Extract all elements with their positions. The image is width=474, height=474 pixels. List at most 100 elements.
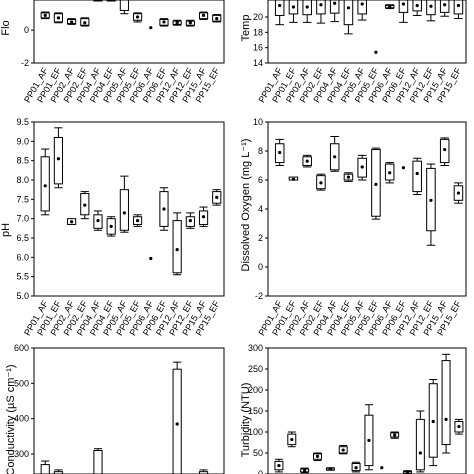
y-tick-label: 7.5 xyxy=(16,194,29,204)
mean-point xyxy=(175,21,179,25)
mean-point xyxy=(388,171,392,175)
mean-point xyxy=(303,469,307,473)
mean-point xyxy=(401,166,406,170)
y-tick-label: 6.5 xyxy=(16,233,29,243)
y-tick-label: 4 xyxy=(258,204,263,214)
mean-point xyxy=(415,3,419,8)
y-tick-label: 150 xyxy=(248,406,263,416)
box xyxy=(106,0,116,2)
mean-point xyxy=(418,451,422,455)
box xyxy=(53,136,63,185)
y-tick-label: 16 xyxy=(253,43,263,53)
mean-point xyxy=(429,198,433,202)
y-tick-label: 500 xyxy=(14,378,29,388)
box xyxy=(119,189,129,231)
mean-point xyxy=(56,16,61,20)
y-tick-label: 8.0 xyxy=(16,175,29,185)
plot-frame xyxy=(33,121,225,297)
mean-point xyxy=(278,150,282,155)
mean-point xyxy=(70,220,74,224)
mean-point xyxy=(341,448,345,452)
mean-point xyxy=(135,219,140,223)
y-tick-label: 9.5 xyxy=(16,117,29,127)
mean-point xyxy=(291,5,296,9)
mean-point xyxy=(56,157,61,161)
y-tick-label: 5.5 xyxy=(16,272,29,282)
mean-point xyxy=(162,20,166,24)
mean-point xyxy=(290,437,294,442)
mean-point xyxy=(457,424,461,429)
y-tick-label: 18 xyxy=(253,27,263,37)
mean-point xyxy=(354,466,358,470)
box xyxy=(274,0,285,16)
y-tick-label: 10 xyxy=(253,117,263,127)
mean-point xyxy=(149,256,153,261)
mean-point xyxy=(188,21,192,25)
plot-frame xyxy=(267,121,467,297)
mean-point xyxy=(70,20,74,24)
box xyxy=(412,160,422,193)
box xyxy=(343,0,354,26)
mean-point xyxy=(122,211,126,215)
y-axis-label: Conductivity (µS cm⁻¹) xyxy=(5,364,17,474)
mean-point xyxy=(315,454,320,458)
box xyxy=(40,464,50,474)
mean-point xyxy=(201,13,206,17)
mean-point xyxy=(319,181,323,185)
mean-point xyxy=(443,3,447,7)
box xyxy=(357,0,367,15)
box xyxy=(398,0,409,13)
mean-point xyxy=(431,419,435,424)
mean-point xyxy=(360,2,364,6)
y-tick-label: 0 xyxy=(258,262,263,272)
mean-point xyxy=(456,191,461,195)
mean-point xyxy=(443,147,447,152)
mean-point xyxy=(367,438,371,442)
mean-point xyxy=(319,3,323,7)
plot-frame xyxy=(33,0,225,64)
mean-point xyxy=(291,177,296,181)
y-tick-label: 5.0 xyxy=(16,291,29,301)
y-axis-label: Dissolved Oxygen (mg L⁻¹) xyxy=(240,139,252,272)
y-tick-label: 8 xyxy=(258,146,263,156)
box xyxy=(415,418,425,471)
box xyxy=(172,368,182,474)
mean-point xyxy=(405,470,410,474)
y-tick-label: 8.5 xyxy=(16,156,29,166)
mean-point xyxy=(360,165,364,169)
mean-point xyxy=(43,13,47,17)
mean-point xyxy=(346,6,351,10)
mean-point xyxy=(175,248,179,252)
y-tick-label: 20 xyxy=(253,12,263,22)
y-tick-label: 300 xyxy=(14,449,29,459)
mean-point xyxy=(393,433,397,437)
y-axis-label: Flo xyxy=(0,20,12,35)
panel-conductivity: 300 400 500 600 Conductivity (µS cm⁻¹) xyxy=(5,343,225,474)
mean-point xyxy=(215,17,219,21)
box xyxy=(93,0,103,2)
plot-frame xyxy=(33,347,225,474)
y-axis-label: Turbidity (NTU) xyxy=(240,383,252,458)
box xyxy=(329,0,340,14)
mean-point xyxy=(83,21,87,25)
y-tick-label: -2 xyxy=(21,58,29,68)
mean-point xyxy=(109,224,113,228)
y-tick-label: 300 xyxy=(248,343,263,353)
mean-point xyxy=(429,4,433,8)
mean-point xyxy=(278,3,282,8)
mean-point xyxy=(96,219,100,223)
y-tick-label: 400 xyxy=(14,414,29,424)
mean-point xyxy=(346,175,351,179)
y-tick-label: 14 xyxy=(253,58,263,68)
mean-point xyxy=(135,15,140,19)
box xyxy=(441,360,451,446)
mean-point xyxy=(277,464,281,468)
y-axis-label: Temp xyxy=(240,15,252,42)
panel-temperature: 14161820TempPP01_AFPP01_EFPP02_AFPP02_EF… xyxy=(240,0,467,104)
mean-point xyxy=(380,466,384,470)
mean-point xyxy=(162,207,166,211)
mean-point xyxy=(401,2,406,6)
y-tick-label: 200 xyxy=(248,385,263,395)
y-tick-label: 7.0 xyxy=(16,214,29,224)
panel-flow: -20FloPP01_AFPP01_EFPP02_AFPP02_EFPP04_A… xyxy=(0,0,225,104)
